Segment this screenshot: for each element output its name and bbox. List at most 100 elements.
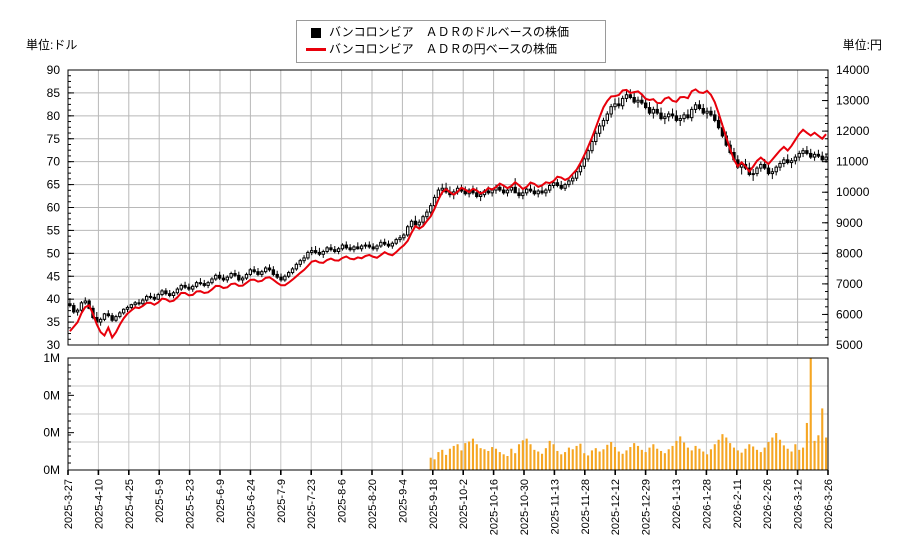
candle-body	[540, 190, 544, 194]
candle-body	[709, 110, 713, 116]
left-axis-tick-label: 60	[47, 201, 61, 215]
volume-bar	[778, 439, 782, 470]
volume-bar	[794, 444, 797, 470]
volume-bar	[552, 444, 555, 470]
volume-bar	[625, 450, 628, 470]
candle-body	[505, 189, 510, 194]
volume-bar	[759, 452, 762, 470]
candle-body	[114, 316, 118, 321]
candle-body	[379, 241, 383, 247]
candle-body	[805, 150, 809, 154]
candle-body	[336, 248, 341, 252]
volume-bar	[602, 449, 605, 470]
candle-body	[521, 192, 525, 197]
legend-label-jpy: バンコロンビア ＡＤＲの円ベースの株価	[329, 42, 558, 56]
volume-bar	[652, 444, 655, 470]
candle-body	[194, 282, 199, 287]
candle-body	[486, 190, 490, 194]
volume-bar	[437, 452, 440, 470]
x-axis-tick-label: 2025-10-2	[458, 479, 470, 529]
volume-bar	[448, 448, 451, 470]
candle-body	[436, 189, 441, 198]
candle-body	[225, 276, 229, 281]
volume-bar	[775, 433, 778, 470]
volume-bar	[698, 448, 701, 470]
candle-body	[398, 237, 402, 241]
candle-body	[425, 211, 429, 218]
x-axis-tick-label: 2025-4-10	[93, 479, 105, 529]
candle-body	[793, 156, 798, 162]
legend-item-usd: バンコロンビア ＡＤＲのドルベースの株価	[303, 24, 599, 41]
volume-bar	[506, 456, 509, 470]
candle-body	[248, 269, 253, 275]
candle-body	[244, 273, 249, 279]
candle-body	[647, 107, 652, 114]
candle-body	[313, 250, 318, 253]
volume-bar	[587, 455, 590, 470]
candle-body	[594, 132, 598, 142]
candle-body	[421, 216, 425, 223]
x-axis-tick-label: 2025-9-4	[397, 479, 409, 523]
volume-bar	[460, 450, 463, 470]
volume-bar	[564, 452, 567, 470]
candle-body	[233, 273, 237, 276]
candle-body	[110, 315, 114, 321]
volume-bar	[656, 448, 659, 470]
right-axis-tick-label: 12000	[836, 124, 870, 138]
volume-bar	[521, 440, 524, 470]
square-marker-icon	[303, 27, 329, 38]
candle-body	[187, 286, 191, 290]
x-axis-tick-label: 2025-6-24	[245, 479, 257, 529]
candle-body	[766, 167, 771, 175]
x-axis-tick-label: 2026-1-28	[701, 479, 713, 529]
candle-body	[340, 244, 345, 250]
volume-bar	[713, 444, 716, 470]
right-axis-unit-label: 単位:円	[842, 38, 882, 52]
candle-body	[782, 159, 786, 164]
volume-bar	[675, 440, 678, 470]
candle-body	[597, 125, 602, 134]
volume-bar	[510, 448, 513, 470]
legend-label-usd: バンコロンビア ＡＤＲのドルベースの株価	[329, 25, 570, 39]
candle-body	[75, 309, 80, 313]
candle-body	[382, 241, 387, 245]
volume-bar	[729, 443, 732, 470]
x-axis-tick-label: 2025-4-25	[124, 479, 136, 529]
volume-bar	[763, 447, 766, 470]
candle-body	[72, 305, 76, 313]
candle-body	[148, 295, 153, 298]
x-axis-tick-label: 2025-12-29	[641, 479, 653, 535]
volume-bar	[621, 453, 624, 470]
candle-body	[329, 247, 333, 251]
candle-body	[98, 318, 103, 323]
volume-bar	[648, 447, 651, 470]
candle-body	[406, 226, 410, 236]
volume-bar	[771, 437, 774, 470]
candle-body	[690, 108, 694, 119]
candle-body	[210, 278, 214, 284]
volume-bar	[575, 445, 578, 470]
volume-bar	[667, 449, 670, 470]
right-axis-tick-label: 7000	[836, 277, 863, 291]
candle-body	[214, 274, 218, 280]
candle-body	[548, 185, 552, 191]
candle-body	[801, 150, 805, 154]
candle-body	[517, 192, 521, 197]
volume-series	[429, 358, 828, 470]
candle-body	[624, 94, 629, 99]
candle-body	[206, 282, 210, 286]
candle-body	[325, 247, 329, 252]
candle-body	[532, 190, 537, 195]
volume-bar	[525, 438, 528, 470]
volume-bar	[610, 442, 613, 470]
candle-body	[129, 304, 134, 308]
volume-bar	[636, 445, 640, 470]
candle-body	[632, 97, 636, 103]
volume-bar	[721, 434, 724, 470]
candle-body	[755, 167, 759, 175]
volume-bar	[821, 408, 824, 470]
candle-body	[601, 119, 606, 127]
candle-body	[643, 102, 648, 109]
candle-body	[586, 150, 590, 160]
volume-bar	[475, 444, 478, 470]
